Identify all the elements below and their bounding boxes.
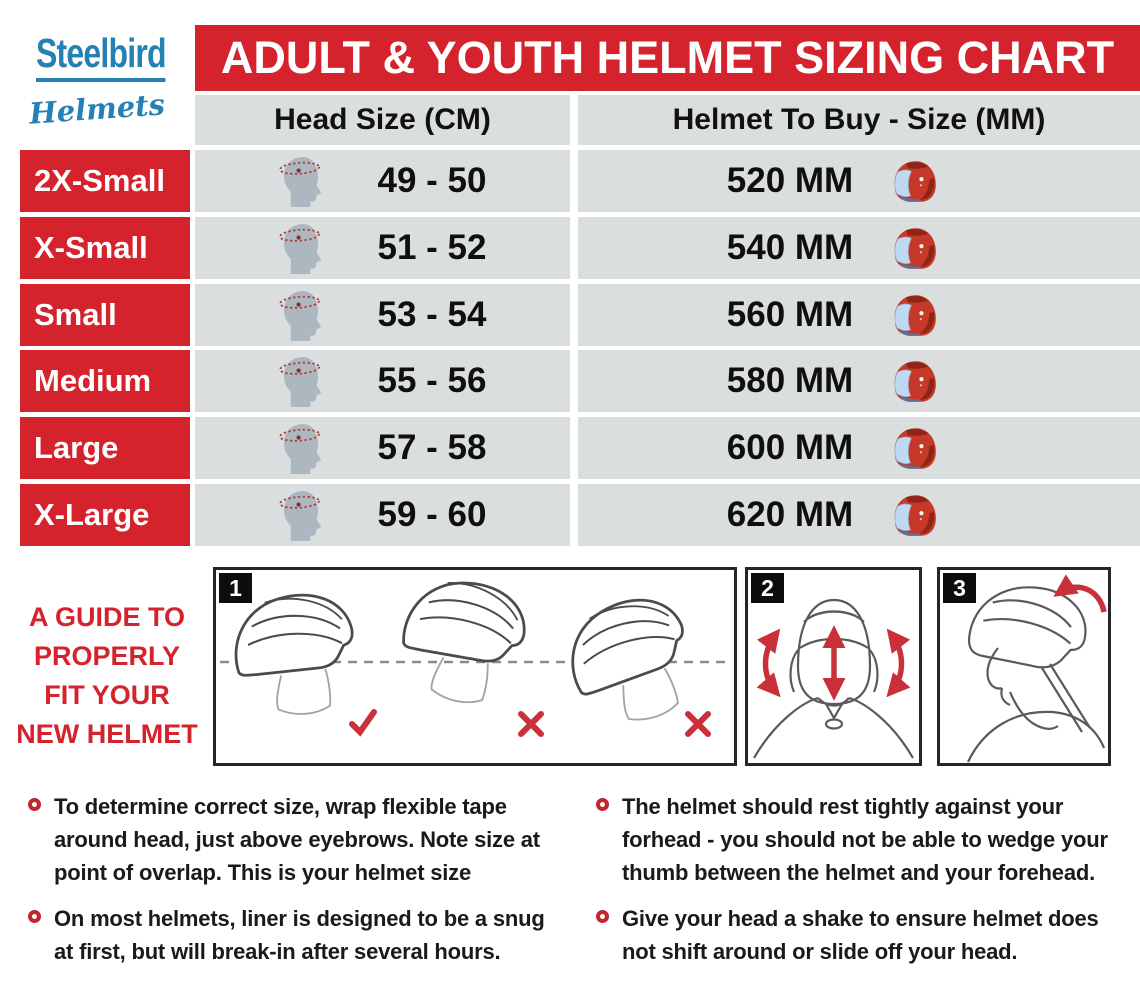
head-size-cell: 55 - 56 [195, 350, 570, 412]
size-label: X-Small [20, 217, 190, 279]
helmet-size-cell: 540 MM [578, 217, 1140, 279]
size-label: Large [20, 417, 190, 479]
helmet-size-cell: 560 MM [578, 284, 1140, 346]
brand-logo: Steelbird Helmets [12, 22, 194, 144]
helmet-shake-illustration [753, 598, 914, 759]
helmet-size-value: 520 MM [726, 161, 854, 200]
helmet-size-value: 580 MM [726, 361, 854, 400]
helmet-size-value: 620 MM [726, 495, 854, 534]
tip-text: On most helmets, liner is designed to be… [54, 906, 545, 964]
head-size-value: 57 - 58 [377, 428, 487, 467]
tip-forehead-fit: The helmet should rest tightly against y… [596, 790, 1136, 889]
table-row: X-Large 59 - 60 620 MM [0, 484, 1140, 546]
helmet-position-illustration [220, 570, 730, 763]
page-title: ADULT & YOUTH HELMET SIZING CHART [195, 25, 1140, 91]
head-size-cell: 49 - 50 [195, 150, 570, 212]
helmet-icon [891, 159, 939, 204]
column-header-helmet-size: Helmet To Buy - Size (MM) [578, 95, 1140, 145]
table-row: Medium 55 - 56 580 MM [0, 350, 1140, 412]
helmet-size-value: 600 MM [726, 428, 854, 467]
helmet-size-cell: 620 MM [578, 484, 1140, 546]
head-measure-icon [278, 422, 326, 475]
head-size-value: 49 - 50 [377, 161, 487, 200]
tip-text: The helmet should rest tightly against y… [622, 794, 1108, 885]
head-size-cell: 59 - 60 [195, 484, 570, 546]
table-row: Small 53 - 54 560 MM [0, 284, 1140, 346]
size-label: 2X-Small [20, 150, 190, 212]
head-measure-icon [278, 489, 326, 542]
table-row: X-Small 51 - 52 540 MM [0, 217, 1140, 279]
helmet-size-cell: 580 MM [578, 350, 1140, 412]
bullet-icon [596, 798, 609, 811]
head-size-cell: 51 - 52 [195, 217, 570, 279]
helmet-roll-off-illustration [967, 574, 1107, 763]
helmet-icon [891, 293, 939, 338]
tip-text: Give your head a shake to ensure helmet … [622, 906, 1099, 964]
guide-panel-3: 3 [937, 567, 1111, 766]
table-row: 2X-Small 49 - 50 520 MM [0, 150, 1140, 212]
helmet-icon [891, 359, 939, 404]
head-measure-icon [278, 355, 326, 408]
panel-number-badge: 1 [219, 573, 252, 603]
bullet-icon [28, 910, 41, 923]
size-label: Medium [20, 350, 190, 412]
panel-number-badge: 3 [943, 573, 976, 603]
helmet-icon [891, 226, 939, 271]
tip-measure-tape: To determine correct size, wrap flexible… [28, 790, 568, 889]
helmet-size-cell: 520 MM [578, 150, 1140, 212]
head-size-value: 51 - 52 [377, 228, 487, 267]
panel-number-badge: 2 [751, 573, 784, 603]
guide-panel-1: 1 [213, 567, 737, 766]
tip-head-shake: Give your head a shake to ensure helmet … [596, 902, 1136, 968]
helmet-size-cell: 600 MM [578, 417, 1140, 479]
tip-liner-snug: On most helmets, liner is designed to be… [28, 902, 568, 968]
head-size-value: 59 - 60 [377, 495, 487, 534]
head-size-cell: 53 - 54 [195, 284, 570, 346]
size-label: Small [20, 284, 190, 346]
helmet-icon [891, 493, 939, 538]
head-size-cell: 57 - 58 [195, 417, 570, 479]
bullet-icon [596, 910, 609, 923]
size-label: X-Large [20, 484, 190, 546]
tip-text: To determine correct size, wrap flexible… [54, 794, 540, 885]
guide-title: A GUIDE TO PROPERLY FIT YOUR NEW HELMET [16, 602, 198, 749]
helmet-size-value: 540 MM [726, 228, 854, 267]
guide-panel-2: 2 [745, 567, 922, 766]
head-size-value: 53 - 54 [377, 295, 487, 334]
column-header-head-size: Head Size (CM) [195, 95, 570, 145]
head-size-value: 55 - 56 [377, 361, 487, 400]
helmet-size-value: 560 MM [726, 295, 854, 334]
table-row: Large 57 - 58 600 MM [0, 417, 1140, 479]
brand-name: Steelbird [36, 30, 167, 82]
head-measure-icon [278, 222, 326, 275]
bullet-icon [28, 798, 41, 811]
brand-sub-name: Helmets [28, 87, 166, 131]
head-measure-icon [278, 155, 326, 208]
head-measure-icon [278, 289, 326, 342]
helmet-icon [891, 426, 939, 471]
